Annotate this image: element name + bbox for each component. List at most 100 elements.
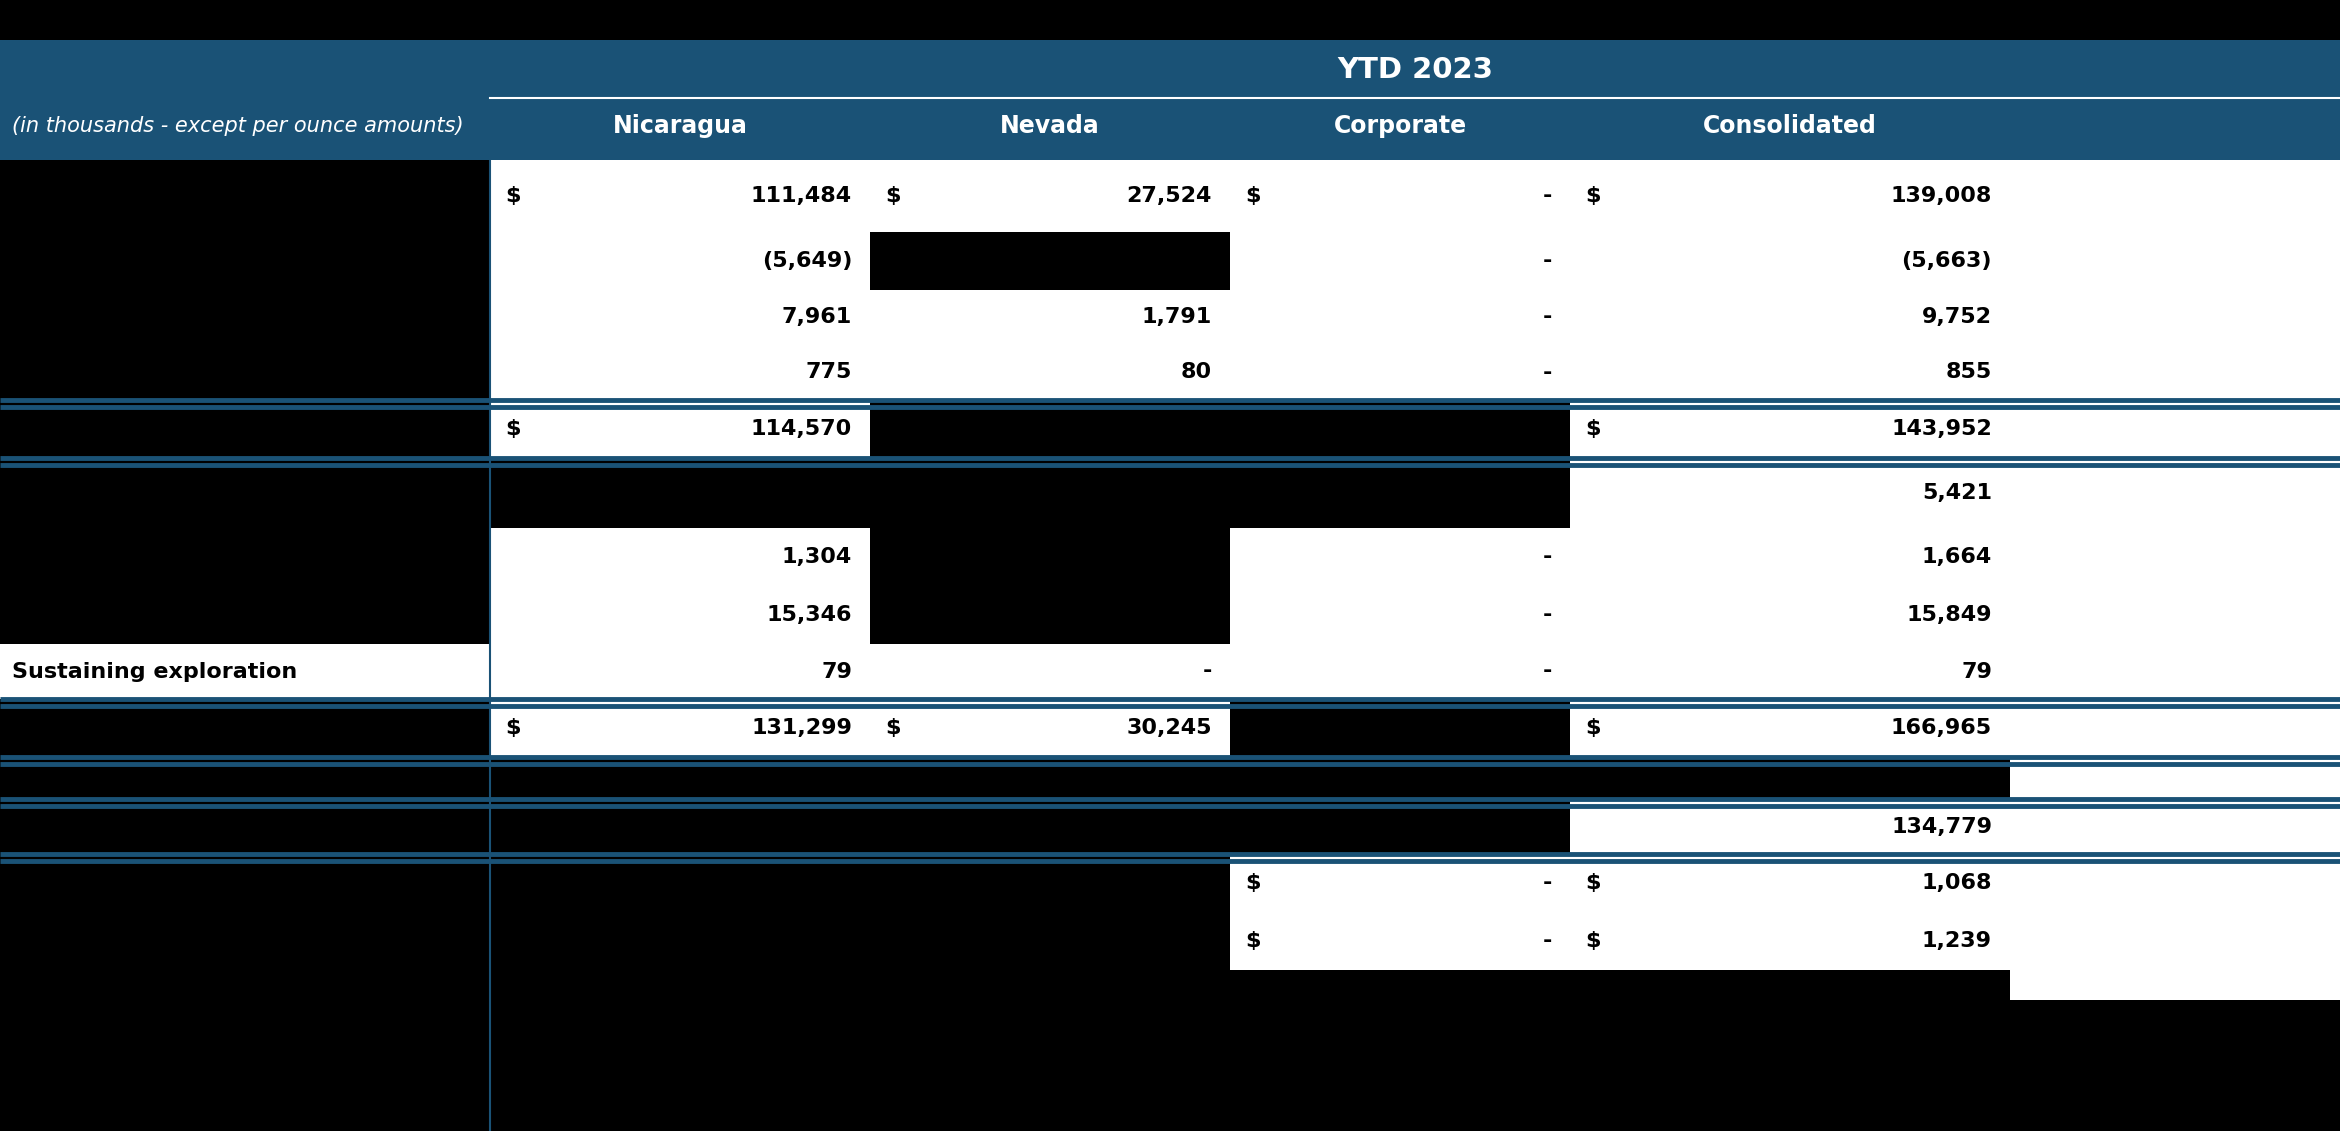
Bar <box>489 232 2340 290</box>
Text: 775: 775 <box>805 363 852 382</box>
Bar <box>0 232 489 290</box>
Bar <box>0 854 489 912</box>
Text: 1,304: 1,304 <box>782 547 852 567</box>
Bar <box>489 757 2340 798</box>
Bar <box>489 757 870 798</box>
Text: $: $ <box>885 718 901 739</box>
Bar <box>489 854 870 912</box>
Bar <box>0 345 489 400</box>
Bar <box>1231 798 1570 854</box>
Bar <box>870 232 1231 290</box>
Bar <box>0 290 489 345</box>
Text: 1,068: 1,068 <box>1921 873 1991 893</box>
Bar <box>0 912 489 970</box>
Text: -: - <box>1542 251 1551 271</box>
Text: $: $ <box>1584 185 1601 206</box>
Text: -: - <box>1542 662 1551 682</box>
Bar <box>489 912 2340 970</box>
Bar <box>1570 757 2010 798</box>
Bar <box>1570 970 2010 1000</box>
Text: 1,664: 1,664 <box>1921 547 1991 567</box>
Text: 27,524: 27,524 <box>1126 185 1212 206</box>
Text: (in thousands - except per ounce amounts): (in thousands - except per ounce amounts… <box>12 116 463 137</box>
Text: $: $ <box>1584 718 1601 739</box>
Bar <box>0 458 489 528</box>
Text: $: $ <box>1245 873 1261 893</box>
Text: (5,663): (5,663) <box>1902 251 1991 271</box>
Bar <box>489 400 2340 458</box>
Text: $: $ <box>1245 185 1261 206</box>
Text: -: - <box>1542 547 1551 567</box>
Bar <box>489 970 2340 1000</box>
Bar <box>0 40 2340 159</box>
Text: 5,421: 5,421 <box>1921 483 1991 503</box>
Bar <box>870 798 1231 854</box>
Bar <box>489 644 2340 699</box>
Bar <box>870 458 1231 528</box>
Text: Sustaining exploration: Sustaining exploration <box>12 662 297 682</box>
Text: 114,570: 114,570 <box>751 418 852 439</box>
Bar <box>0 798 489 854</box>
Bar <box>870 586 1231 644</box>
Bar <box>489 528 2340 586</box>
Text: $: $ <box>1245 931 1261 951</box>
Text: Corporate: Corporate <box>1334 114 1467 138</box>
Text: $: $ <box>885 185 901 206</box>
Text: -: - <box>1542 931 1551 951</box>
Text: -: - <box>1542 185 1551 206</box>
Bar <box>870 854 1231 912</box>
Bar <box>870 400 1231 458</box>
Text: $: $ <box>505 418 519 439</box>
Text: 131,299: 131,299 <box>751 718 852 739</box>
Text: YTD 2023: YTD 2023 <box>1336 57 1493 84</box>
Text: Nevada: Nevada <box>999 114 1100 138</box>
Text: -: - <box>1542 308 1551 328</box>
Bar <box>489 912 870 970</box>
Bar <box>1231 699 1570 757</box>
Bar <box>489 458 870 528</box>
Bar <box>1231 970 1570 1000</box>
Bar <box>0 159 489 232</box>
Bar <box>870 528 1231 586</box>
Text: $: $ <box>1584 931 1601 951</box>
Bar <box>489 798 870 854</box>
Bar <box>0 586 489 644</box>
Text: -: - <box>1542 873 1551 893</box>
Text: 7,961: 7,961 <box>782 308 852 328</box>
Bar <box>489 699 2340 757</box>
Bar <box>489 159 2340 232</box>
Bar <box>1231 400 1570 458</box>
Bar <box>0 970 489 1000</box>
Text: 111,484: 111,484 <box>751 185 852 206</box>
Text: 1,239: 1,239 <box>1921 931 1991 951</box>
Text: Nicaragua: Nicaragua <box>613 114 746 138</box>
Text: 15,346: 15,346 <box>768 605 852 625</box>
Text: Consolidated: Consolidated <box>1704 114 1877 138</box>
Text: $: $ <box>1584 418 1601 439</box>
Bar <box>870 912 1231 970</box>
Text: -: - <box>1203 662 1212 682</box>
Bar <box>489 290 2340 345</box>
Text: 79: 79 <box>821 662 852 682</box>
Text: 134,779: 134,779 <box>1891 817 1991 837</box>
Bar <box>0 699 489 757</box>
Text: 79: 79 <box>1961 662 1991 682</box>
Text: 1,791: 1,791 <box>1142 308 1212 328</box>
Bar <box>0 757 489 798</box>
Bar <box>1231 757 1570 798</box>
Text: 80: 80 <box>1182 363 1212 382</box>
Bar <box>0 400 489 458</box>
Text: $: $ <box>1584 873 1601 893</box>
Text: 139,008: 139,008 <box>1891 185 1991 206</box>
Text: 9,752: 9,752 <box>1921 308 1991 328</box>
Bar <box>870 970 1231 1000</box>
Bar <box>489 345 2340 400</box>
Bar <box>489 970 870 1000</box>
Text: $: $ <box>505 185 519 206</box>
Bar <box>489 586 2340 644</box>
Text: 855: 855 <box>1947 363 1991 382</box>
Text: 15,849: 15,849 <box>1907 605 1991 625</box>
Text: 166,965: 166,965 <box>1891 718 1991 739</box>
Bar <box>489 798 2340 854</box>
Bar <box>1231 458 1570 528</box>
